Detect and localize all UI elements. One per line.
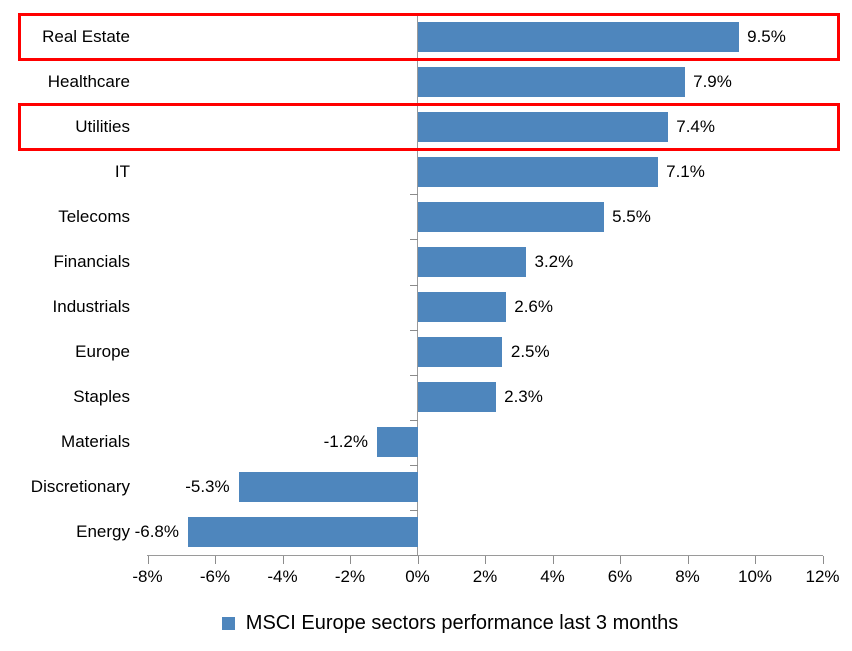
x-axis-tick-label: 0% (405, 567, 430, 586)
category-label: Telecoms (58, 206, 130, 226)
x-axis-tick (282, 556, 284, 564)
category-label: IT (114, 161, 130, 181)
category-label: Financials (53, 251, 130, 271)
category-axis-tick (410, 420, 418, 421)
category-label: Energy (76, 522, 130, 542)
category-axis-tick (410, 555, 418, 556)
bar (418, 246, 526, 277)
legend-marker-icon (221, 616, 235, 630)
highlight-box (18, 13, 840, 61)
value-label: 5.5% (612, 206, 651, 226)
x-axis-line (147, 555, 823, 556)
value-label: 2.6% (514, 297, 553, 317)
bar (238, 472, 418, 503)
x-axis-tick (822, 556, 824, 564)
legend: MSCI Europe sectors performance last 3 m… (24, 611, 852, 635)
value-label: 3.2% (534, 251, 574, 271)
x-axis-tick (552, 556, 554, 564)
x-axis-tick (215, 556, 216, 564)
x-axis-tick (350, 556, 351, 564)
x-axis-tick-label: 10% (737, 567, 773, 586)
bar (418, 337, 503, 368)
x-axis-tick (485, 556, 486, 564)
x-axis-tick-label: 12% (805, 567, 840, 586)
category-axis-tick (410, 330, 418, 331)
bar (418, 21, 739, 52)
category-axis-tick (410, 510, 418, 511)
value-label: -1.2% (323, 432, 368, 452)
category-label: Discretionary (30, 477, 130, 497)
bar (418, 292, 506, 323)
bar (377, 427, 418, 458)
category-axis-tick (410, 465, 418, 466)
bar (188, 517, 418, 548)
category-label: Healthcare (47, 71, 130, 91)
x-axis-tick-label: 4% (540, 567, 565, 586)
bar (418, 382, 496, 413)
category-axis-tick (410, 239, 418, 240)
x-axis-tick (620, 556, 621, 564)
x-axis-tick (147, 556, 149, 564)
x-axis-tick-label: 6% (607, 567, 633, 586)
value-label: 2.3% (504, 387, 543, 407)
value-label: -6.8% (134, 522, 179, 542)
x-axis-tick (687, 556, 689, 564)
category-axis-tick (410, 194, 418, 195)
value-label: 7.4% (676, 116, 715, 136)
bar (418, 156, 658, 187)
x-axis-tick-label: -6% (199, 567, 231, 586)
category-axis-tick (410, 375, 418, 376)
x-axis-tick (417, 556, 419, 564)
bar (418, 66, 685, 97)
value-label: 9.5% (747, 26, 786, 46)
value-label: 7.1% (666, 161, 705, 181)
x-axis-tick-label: -4% (267, 567, 298, 586)
x-axis-tick-label: -8% (132, 567, 163, 586)
value-label: 7.9% (693, 71, 732, 91)
zero-axis-line (417, 14, 418, 555)
category-label: Industrials (52, 297, 130, 317)
value-label: 2.5% (510, 342, 550, 362)
highlight-box (18, 103, 840, 152)
category-label: Staples (73, 387, 130, 407)
category-label: Europe (75, 342, 130, 362)
category-axis-tick (410, 285, 418, 286)
value-label: -5.3% (185, 477, 230, 497)
x-axis-tick-label: 8% (675, 567, 700, 586)
x-axis-tick-label: -2% (334, 567, 366, 586)
x-axis-tick (755, 556, 756, 564)
bar (418, 201, 604, 232)
category-label: Real Estate (42, 26, 130, 46)
legend-label: MSCI Europe sectors performance last 3 m… (245, 612, 679, 634)
bar (418, 111, 668, 142)
category-label: Materials (61, 432, 130, 452)
x-axis-tick-label: 2% (472, 567, 498, 586)
category-label: Utilities (75, 116, 130, 136)
